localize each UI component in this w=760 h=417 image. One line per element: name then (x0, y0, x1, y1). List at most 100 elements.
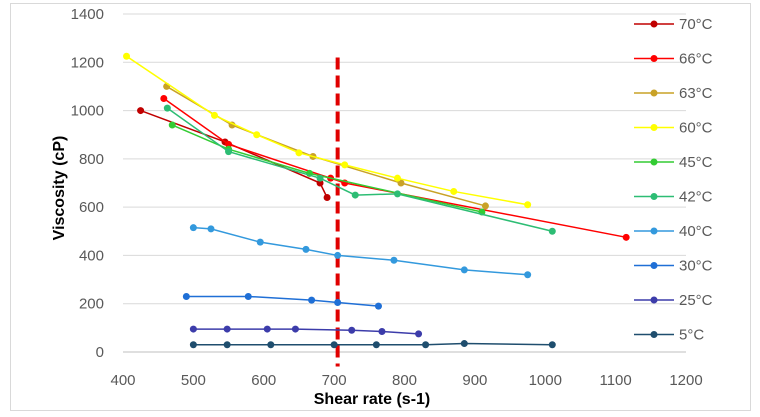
data-point-0-3 (323, 193, 331, 201)
y-tick-0: 0 (96, 344, 104, 361)
data-point-6-5 (390, 256, 398, 264)
data-point-6-2 (256, 238, 264, 246)
data-point-7-1 (244, 292, 252, 300)
series-line-5 (166, 107, 553, 233)
y-tick-400: 400 (79, 247, 104, 264)
legend-item-4: 45°C (634, 154, 713, 171)
data-point-0-2 (316, 179, 324, 187)
legend-label-7: 30°C (679, 258, 713, 275)
data-point-6-1 (207, 225, 215, 233)
series-7 (182, 292, 382, 310)
legend-marker-4 (650, 158, 658, 166)
data-point-6-7 (524, 271, 532, 279)
legend-item-5: 42°C (634, 189, 713, 206)
data-point-8-3 (291, 325, 299, 333)
series-line-6 (193, 226, 528, 276)
x-tick-800: 800 (392, 372, 417, 389)
data-point-3-0 (123, 52, 131, 60)
data-point-8-2 (263, 325, 271, 333)
y-tick-200: 200 (79, 296, 104, 313)
legend-marker-1 (650, 55, 658, 62)
legend-label-9: 5°C (679, 327, 704, 344)
data-point-8-1 (223, 325, 231, 333)
data-point-9-2 (267, 341, 275, 349)
x-tick-400: 400 (110, 372, 135, 389)
data-point-5-5 (548, 227, 556, 235)
series-line-1 (163, 97, 627, 239)
x-tick-1200: 1200 (669, 372, 702, 389)
series-3 (123, 52, 532, 209)
series-line-3 (126, 55, 528, 206)
series-6 (189, 224, 532, 279)
y-tick-600: 600 (79, 199, 104, 216)
legend-marker-6 (650, 227, 658, 235)
legend-label-0: 70°C (679, 16, 713, 33)
data-point-1-0 (160, 95, 168, 102)
x-tick-1100: 1100 (599, 372, 631, 389)
data-point-8-4 (348, 326, 356, 334)
data-point-3-2 (253, 131, 261, 139)
x-axis-title: Shear rate (s-1) (314, 391, 431, 408)
legend-label-6: 40°C (679, 223, 713, 240)
legend-marker-7 (650, 262, 658, 269)
legend-label-1: 66°C (679, 51, 713, 68)
x-tick-500: 500 (181, 372, 206, 389)
y-axis-title: Viscosity (cP) (51, 136, 68, 241)
data-point-3-7 (524, 201, 532, 209)
y-tick-1000: 1000 (71, 103, 104, 120)
legend-label-3: 60°C (679, 120, 713, 137)
data-point-9-4 (372, 341, 380, 349)
legend-item-6: 40°C (634, 223, 713, 240)
legend-marker-2 (650, 89, 658, 97)
data-point-8-0 (189, 325, 197, 333)
legend-item-0: 70°C (634, 16, 713, 33)
series-2 (163, 82, 489, 210)
y-tick-800: 800 (79, 151, 104, 168)
data-point-1-1 (225, 140, 233, 148)
x-tick-1000: 1000 (529, 372, 562, 389)
data-point-9-0 (189, 341, 197, 349)
data-point-9-3 (330, 341, 338, 349)
series-8 (189, 325, 423, 338)
data-point-4-0 (168, 121, 176, 129)
legend-marker-5 (650, 193, 658, 200)
legend-marker-8 (650, 296, 658, 304)
data-point-5-1 (225, 148, 233, 156)
legend-label-5: 42°C (679, 189, 713, 206)
data-point-2-3 (397, 179, 405, 187)
series-9 (189, 340, 556, 349)
data-point-7-2 (308, 296, 316, 304)
legend-item-9: 5°C (634, 327, 704, 344)
legend-item-7: 30°C (634, 258, 713, 275)
data-point-7-4 (374, 302, 382, 310)
data-point-9-5 (422, 341, 430, 349)
data-point-9-7 (548, 341, 556, 349)
legend-item-3: 60°C (634, 120, 713, 137)
series-line-9 (193, 342, 553, 346)
x-tick-700: 700 (322, 372, 347, 389)
data-point-6-3 (302, 245, 310, 253)
data-point-3-4 (341, 161, 349, 169)
data-point-3-3 (295, 149, 303, 157)
legend-marker-9 (650, 331, 658, 338)
data-point-1-4 (622, 233, 630, 241)
x-tick-600: 600 (251, 372, 276, 389)
data-point-3-1 (210, 111, 218, 119)
legend-label-4: 45°C (679, 154, 713, 171)
legend-item-1: 66°C (634, 51, 713, 68)
legend-item-8: 25°C (634, 292, 713, 309)
data-point-2-4 (481, 202, 489, 210)
data-point-8-6 (415, 330, 423, 338)
data-point-6-0 (189, 224, 197, 232)
data-point-5-0 (163, 104, 171, 112)
data-point-5-3 (351, 191, 359, 199)
legend-label-8: 25°C (679, 292, 713, 309)
chart-frame (10, 3, 751, 411)
data-point-6-6 (460, 266, 468, 274)
legend-label-2: 63°C (679, 85, 713, 102)
data-point-3-5 (393, 174, 401, 182)
y-tick-1200: 1200 (71, 54, 104, 71)
data-point-3-6 (450, 187, 458, 195)
legend-marker-0 (650, 20, 658, 28)
